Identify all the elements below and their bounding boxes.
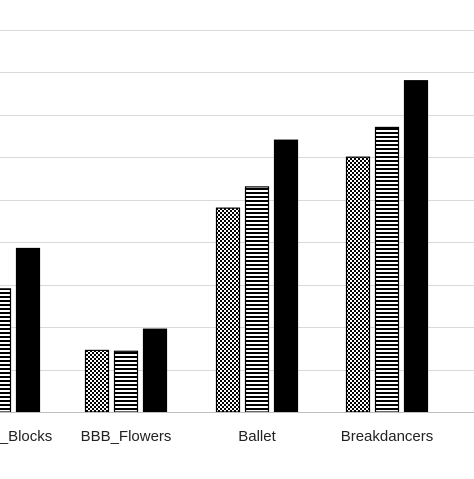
category-label: Ballet bbox=[238, 428, 276, 445]
bar-bbb_blocks-series-3 bbox=[15, 247, 41, 413]
bar-breakdancers-series-2 bbox=[374, 126, 400, 413]
category-label: BBB_Flowers bbox=[81, 428, 172, 445]
bar-breakdancers-series-3 bbox=[403, 80, 429, 413]
bar-bbb_flowers-series-1 bbox=[84, 349, 110, 413]
bar-ballet-series-2 bbox=[244, 186, 270, 413]
gridlines bbox=[0, 30, 474, 371]
bar-bbb_flowers-series-3 bbox=[142, 328, 168, 413]
bar-bbb_blocks-series-2 bbox=[0, 288, 12, 413]
bar-ballet-series-3 bbox=[273, 139, 299, 413]
bar-bbb_flowers-series-2 bbox=[113, 350, 139, 413]
bar-ballet-series-1 bbox=[215, 207, 241, 413]
category-labels: _Blocks BBB_Flowers Ballet Breakdancers bbox=[0, 428, 433, 445]
bar-breakdancers-series-1 bbox=[345, 156, 371, 413]
category-label: _Blocks bbox=[0, 428, 52, 445]
bars bbox=[0, 80, 429, 413]
category-label: Breakdancers bbox=[341, 428, 434, 445]
